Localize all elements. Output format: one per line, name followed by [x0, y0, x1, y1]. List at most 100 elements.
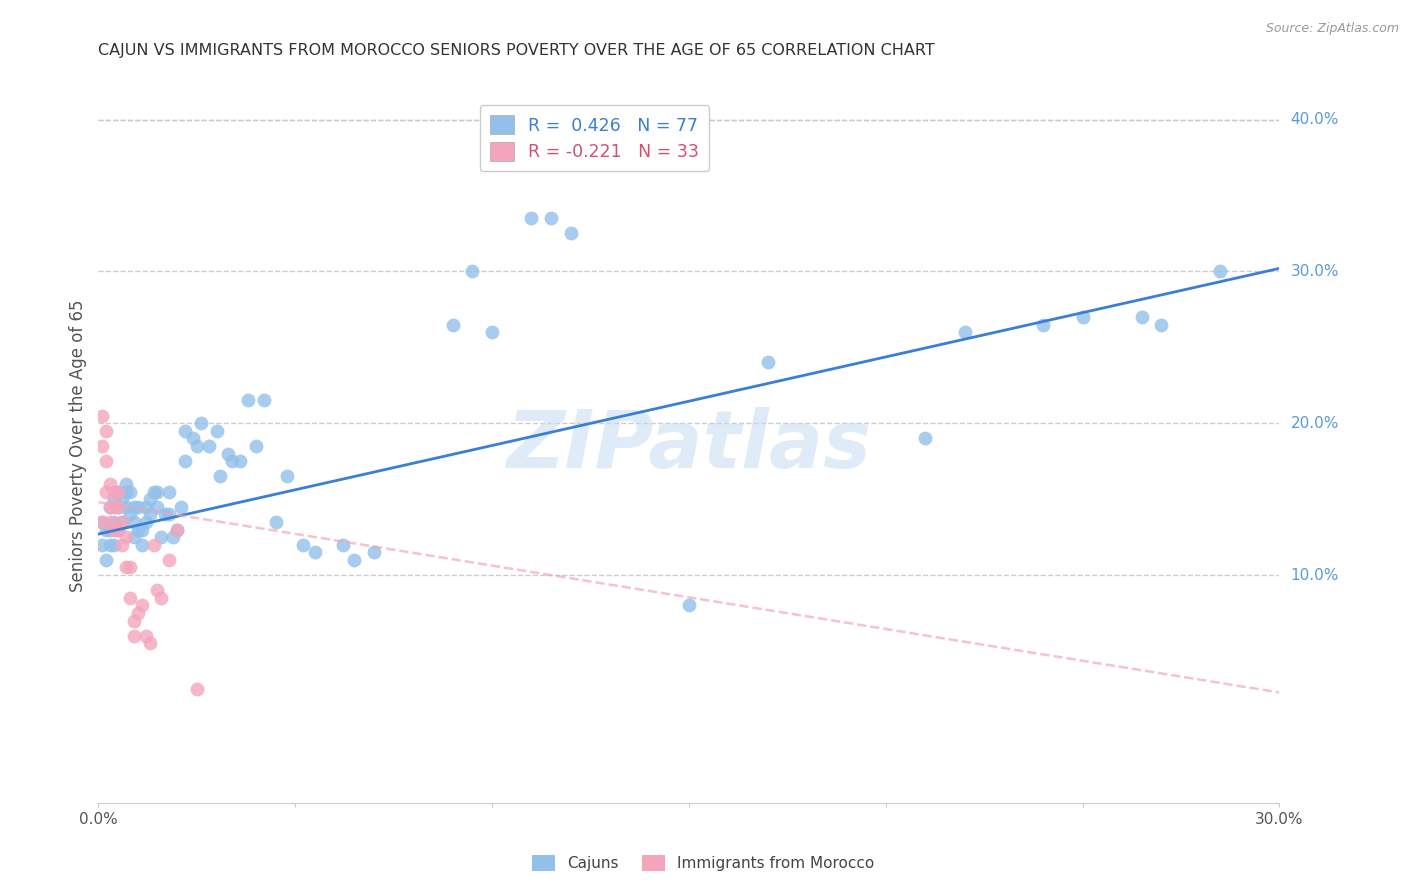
Point: [197, 439, 219, 453]
Point: [111, 515, 134, 529]
Point: [98, 538, 121, 552]
Point: [131, 599, 153, 613]
Point: [142, 484, 165, 499]
Point: [170, 500, 193, 514]
Point: [481, 325, 503, 339]
Point: [107, 484, 129, 499]
Point: [122, 515, 145, 529]
Text: ZIPatlas: ZIPatlas: [506, 407, 872, 485]
Point: [138, 492, 160, 507]
Point: [98, 477, 121, 491]
Point: [150, 530, 173, 544]
Point: [91, 409, 114, 423]
Point: [756, 355, 779, 369]
Point: [131, 523, 153, 537]
Point: [174, 424, 197, 438]
Point: [135, 500, 157, 514]
Point: [343, 553, 366, 567]
Point: [138, 636, 160, 650]
Point: [118, 591, 141, 605]
Text: Source: ZipAtlas.com: Source: ZipAtlas.com: [1265, 22, 1399, 36]
Point: [146, 500, 169, 514]
Point: [953, 325, 976, 339]
Point: [1209, 264, 1232, 278]
Point: [107, 500, 129, 514]
Point: [107, 500, 129, 514]
Point: [1130, 310, 1153, 324]
Point: [186, 681, 208, 696]
Point: [96, 553, 118, 567]
Point: [186, 439, 208, 453]
Point: [157, 484, 180, 499]
Point: [115, 560, 138, 574]
Point: [461, 264, 484, 278]
Text: 40.0%: 40.0%: [1291, 112, 1339, 127]
Point: [122, 500, 145, 514]
Text: 10.0%: 10.0%: [1291, 567, 1339, 582]
Point: [205, 424, 228, 438]
Point: [1150, 318, 1173, 332]
Point: [332, 538, 354, 552]
Point: [107, 484, 129, 499]
Point: [127, 606, 149, 620]
Point: [221, 454, 243, 468]
Point: [96, 454, 118, 468]
Point: [111, 538, 134, 552]
Point: [264, 515, 287, 529]
Point: [209, 469, 232, 483]
Text: CAJUN VS IMMIGRANTS FROM MOROCCO SENIORS POVERTY OVER THE AGE OF 65 CORRELATION : CAJUN VS IMMIGRANTS FROM MOROCCO SENIORS…: [98, 43, 935, 58]
Point: [103, 515, 125, 529]
Point: [111, 515, 134, 529]
Point: [146, 484, 169, 499]
Legend: R =  0.426   N = 77, R = -0.221   N = 33: R = 0.426 N = 77, R = -0.221 N = 33: [479, 105, 710, 171]
Legend: Cajuns, Immigrants from Morocco: Cajuns, Immigrants from Morocco: [526, 849, 880, 877]
Point: [157, 553, 180, 567]
Point: [276, 469, 298, 483]
Point: [91, 538, 114, 552]
Point: [122, 530, 145, 544]
Point: [138, 508, 160, 522]
Point: [115, 484, 138, 499]
Point: [914, 431, 936, 445]
Point: [103, 538, 125, 552]
Point: [96, 523, 118, 537]
Point: [155, 508, 177, 522]
Point: [103, 500, 125, 514]
Point: [166, 523, 188, 537]
Point: [142, 538, 165, 552]
Point: [122, 629, 145, 643]
Point: [103, 484, 125, 499]
Point: [118, 484, 141, 499]
Point: [91, 439, 114, 453]
Point: [96, 424, 118, 438]
Point: [131, 538, 153, 552]
Point: [111, 492, 134, 507]
Point: [363, 545, 385, 559]
Point: [304, 545, 326, 559]
Point: [441, 318, 464, 332]
Point: [96, 484, 118, 499]
Point: [166, 523, 188, 537]
Text: 30.0%: 30.0%: [1291, 264, 1339, 279]
Point: [190, 416, 212, 430]
Point: [103, 523, 125, 537]
Point: [1071, 310, 1094, 324]
Point: [115, 530, 138, 544]
Point: [98, 515, 121, 529]
Point: [122, 614, 145, 628]
Point: [245, 439, 267, 453]
Y-axis label: Seniors Poverty Over the Age of 65: Seniors Poverty Over the Age of 65: [69, 300, 87, 592]
Point: [181, 431, 204, 445]
Point: [1032, 318, 1054, 332]
Point: [135, 629, 157, 643]
Point: [98, 523, 121, 537]
Point: [98, 500, 121, 514]
Point: [115, 477, 138, 491]
Point: [127, 500, 149, 514]
Point: [107, 523, 129, 537]
Text: 20.0%: 20.0%: [1291, 416, 1339, 431]
Point: [162, 530, 184, 544]
Point: [91, 515, 114, 529]
Point: [560, 227, 582, 241]
Point: [98, 500, 121, 514]
